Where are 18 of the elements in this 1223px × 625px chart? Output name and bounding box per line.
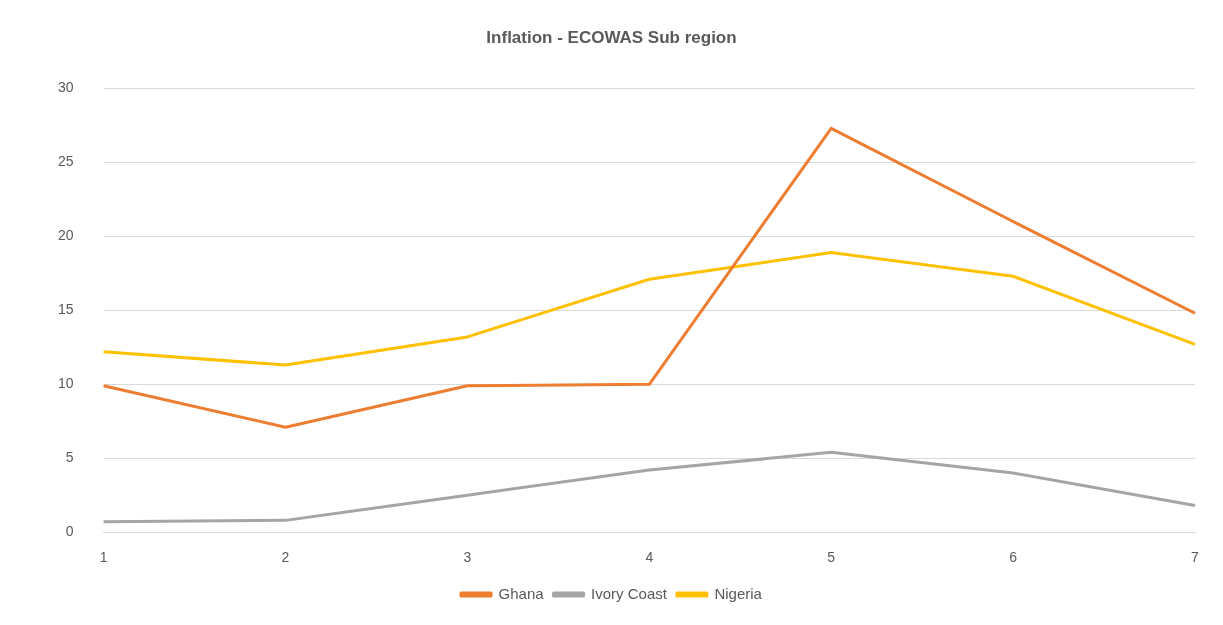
x-tick-label: 7 — [1191, 549, 1200, 566]
x-tick-label: 1 — [99, 549, 108, 566]
y-tick-label: 25 — [57, 153, 74, 170]
x-tick-label: 5 — [827, 549, 836, 566]
legend-label: Nigeria — [714, 584, 763, 602]
y-tick-label: 0 — [65, 523, 74, 540]
x-tick-label: 3 — [463, 549, 472, 566]
y-tick-label: 5 — [65, 449, 74, 466]
x-tick-label: 2 — [281, 549, 290, 566]
legend-label: Ivory Coast — [591, 584, 668, 602]
y-tick-label: 15 — [57, 301, 74, 318]
x-tick-label: 4 — [645, 549, 654, 566]
y-tick-label: 30 — [57, 79, 74, 96]
y-tick-label: 20 — [57, 227, 74, 244]
y-tick-label: 10 — [57, 375, 74, 392]
legend-label: Ghana — [498, 584, 545, 602]
chart-title: Inflation - ECOWAS Sub region — [486, 27, 737, 47]
x-tick-label: 6 — [1009, 549, 1018, 566]
